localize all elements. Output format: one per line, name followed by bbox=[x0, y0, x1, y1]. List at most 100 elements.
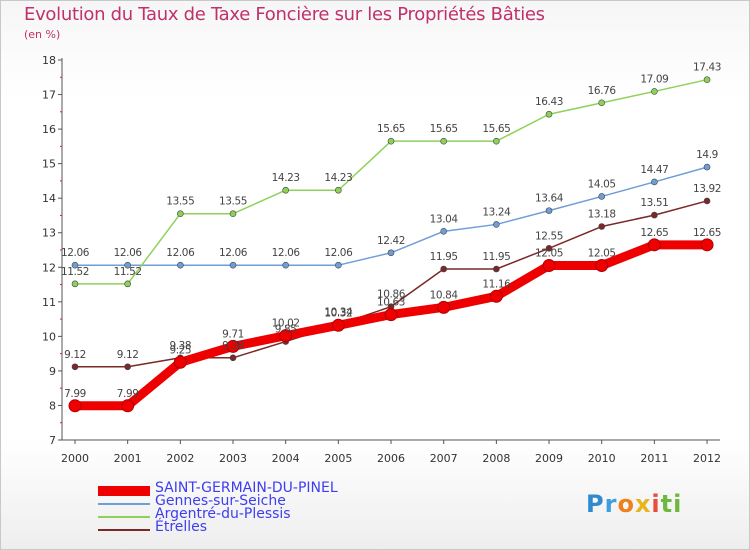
data-point bbox=[437, 300, 451, 314]
chart-title: Evolution du Taux de Taxe Foncière sur l… bbox=[24, 4, 545, 25]
data-label: 9.38 bbox=[169, 340, 191, 352]
data-label: 7.99 bbox=[64, 388, 86, 400]
data-label: 9.85 bbox=[275, 324, 297, 336]
data-label: 9.38 bbox=[222, 340, 244, 352]
data-label: 12.06 bbox=[272, 247, 301, 259]
y-tick-label: 12 bbox=[42, 261, 56, 274]
y-tick-label: 13 bbox=[42, 227, 56, 240]
y-tick-label: 8 bbox=[49, 399, 56, 412]
data-point bbox=[700, 238, 714, 252]
data-point bbox=[282, 261, 289, 269]
data-point bbox=[545, 244, 553, 252]
data-label: 9.71 bbox=[222, 328, 244, 340]
data-label: 15.65 bbox=[430, 123, 458, 135]
data-point bbox=[331, 318, 345, 332]
data-point bbox=[173, 355, 187, 369]
data-label: 10.84 bbox=[430, 289, 459, 301]
data-label: 15.65 bbox=[482, 123, 510, 135]
data-point bbox=[493, 137, 500, 145]
x-tick-label: 2011 bbox=[640, 452, 668, 465]
data-point bbox=[177, 261, 184, 269]
data-point bbox=[335, 261, 342, 269]
data-label: 13.92 bbox=[693, 183, 721, 195]
data-label: 7.99 bbox=[117, 388, 139, 400]
data-label: 9.12 bbox=[64, 349, 86, 361]
data-point bbox=[229, 261, 237, 269]
data-point bbox=[440, 228, 447, 235]
data-label: 12.06 bbox=[61, 247, 90, 259]
data-label: 12.65 bbox=[693, 227, 721, 239]
data-label: 13.24 bbox=[482, 206, 511, 218]
data-label: 11.95 bbox=[430, 251, 458, 263]
legend-swatch bbox=[98, 529, 150, 531]
x-tick-label: 2009 bbox=[535, 452, 563, 465]
data-label: 13.55 bbox=[166, 196, 194, 208]
y-tick-label: 14 bbox=[42, 192, 56, 205]
data-point bbox=[229, 210, 237, 218]
data-label: 13.04 bbox=[430, 213, 459, 225]
data-label: 12.06 bbox=[114, 247, 143, 259]
data-label: 16.76 bbox=[588, 85, 617, 97]
y-tick-label: 17 bbox=[42, 89, 56, 102]
data-point bbox=[71, 261, 79, 269]
data-label: 16.43 bbox=[535, 96, 563, 108]
data-label: 14.23 bbox=[324, 172, 352, 184]
data-point bbox=[598, 193, 606, 200]
data-point bbox=[282, 186, 289, 194]
data-point bbox=[229, 354, 237, 362]
data-point bbox=[703, 76, 711, 83]
data-label: 10.86 bbox=[377, 289, 406, 301]
data-label: 14.9 bbox=[696, 149, 718, 161]
data-point bbox=[121, 399, 135, 413]
data-label: 13.18 bbox=[588, 209, 616, 221]
data-label: 13.64 bbox=[535, 193, 564, 205]
data-label: 11.52 bbox=[61, 266, 89, 278]
data-point bbox=[335, 186, 342, 194]
data-point bbox=[68, 399, 82, 413]
y-tick-label: 9 bbox=[49, 365, 56, 378]
legend-swatch bbox=[98, 503, 150, 505]
legend-swatch bbox=[98, 486, 150, 496]
data-label: 17.43 bbox=[693, 62, 721, 74]
data-label: 12.06 bbox=[166, 247, 195, 259]
data-label: 12.65 bbox=[640, 227, 668, 239]
x-tick-label: 2004 bbox=[272, 452, 300, 465]
data-point bbox=[703, 197, 711, 205]
x-tick-label: 2000 bbox=[61, 452, 89, 465]
proxiti-logo: Proxiti bbox=[586, 490, 683, 518]
data-label: 13.51 bbox=[640, 197, 668, 209]
data-point bbox=[598, 99, 606, 107]
data-point bbox=[124, 261, 131, 269]
data-point bbox=[595, 259, 609, 273]
data-point bbox=[440, 265, 447, 273]
data-point bbox=[177, 210, 184, 218]
data-label: 12.05 bbox=[588, 248, 616, 260]
data-label: 14.47 bbox=[640, 164, 668, 176]
x-tick-label: 2010 bbox=[588, 452, 616, 465]
data-point bbox=[71, 363, 79, 371]
data-label: 9.12 bbox=[117, 349, 139, 361]
data-label: 14.23 bbox=[272, 172, 300, 184]
data-point bbox=[440, 137, 447, 145]
data-label: 12.05 bbox=[535, 248, 563, 260]
data-point bbox=[124, 280, 131, 288]
data-point bbox=[542, 259, 556, 273]
data-label: 11.16 bbox=[482, 278, 511, 290]
data-label: 12.42 bbox=[377, 235, 405, 247]
data-point bbox=[71, 280, 79, 288]
data-point bbox=[598, 223, 606, 230]
x-tick-label: 2012 bbox=[693, 452, 721, 465]
series-line-0 bbox=[70, 240, 712, 411]
x-tick-label: 2006 bbox=[377, 452, 405, 465]
data-point bbox=[647, 238, 661, 252]
data-point bbox=[493, 221, 500, 228]
data-label: 10.34 bbox=[324, 307, 353, 319]
data-point bbox=[387, 137, 395, 145]
data-point bbox=[651, 178, 658, 186]
y-axis-unit: (en %) bbox=[24, 28, 61, 41]
data-label: 12.06 bbox=[324, 247, 353, 259]
x-tick-label: 2005 bbox=[324, 452, 352, 465]
legend-item-etrelles: Étrelles bbox=[98, 519, 418, 536]
data-label: 12.06 bbox=[219, 247, 248, 259]
